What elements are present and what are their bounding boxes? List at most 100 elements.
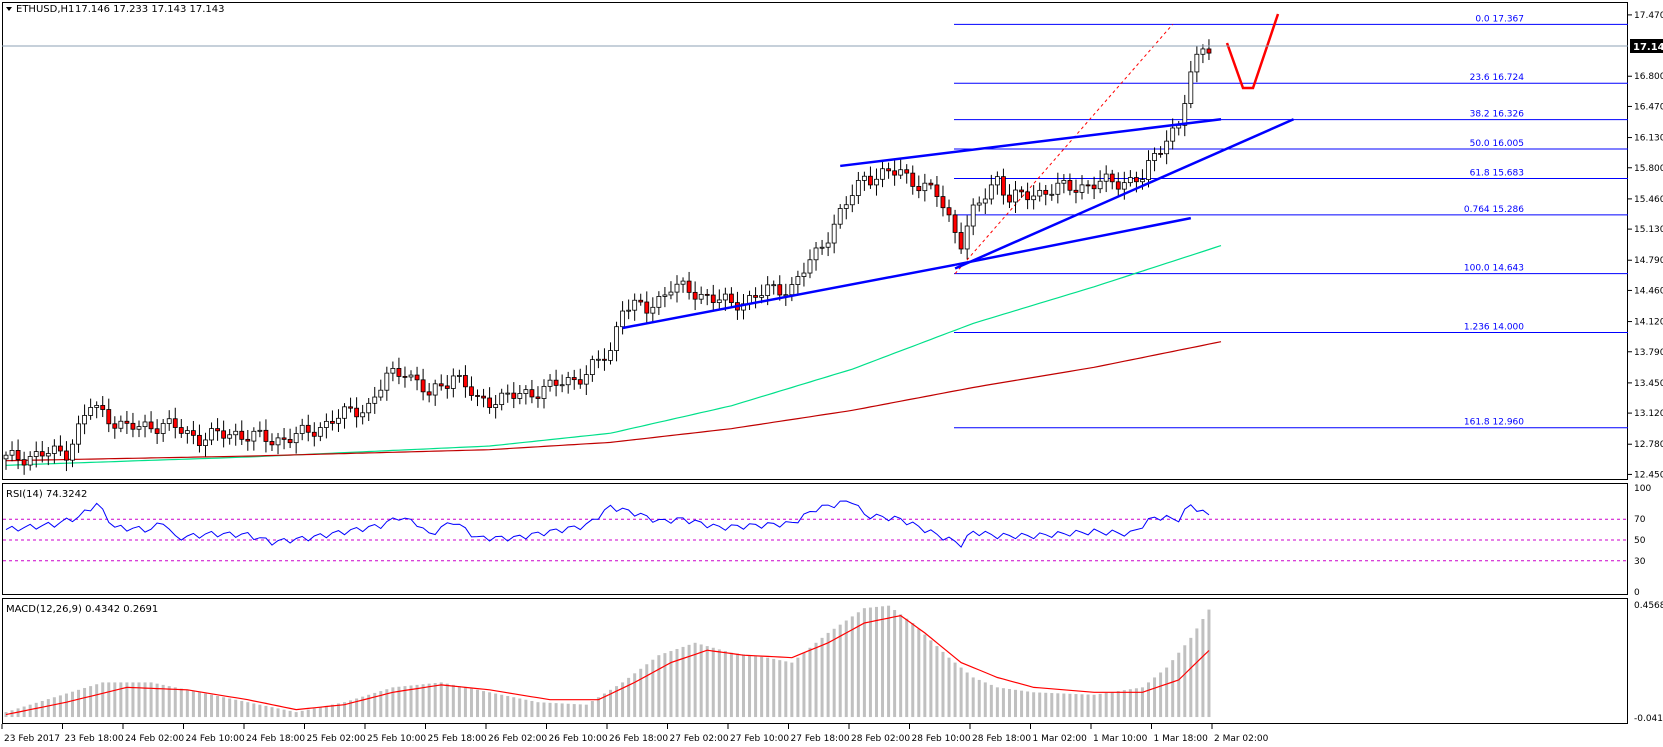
candle-body [771, 284, 777, 287]
candle-body [330, 420, 335, 424]
candle-body [251, 430, 257, 442]
candle-body [160, 423, 166, 434]
candle-body [704, 293, 710, 296]
candle-body [378, 389, 384, 398]
candle-body [178, 427, 184, 434]
candle-body [493, 404, 499, 408]
candle-body [499, 392, 505, 406]
candle-body [795, 276, 801, 285]
candle-body [505, 392, 511, 395]
candle-body [571, 377, 577, 381]
macd-hist-bar [609, 689, 612, 718]
macd-hist-bar [234, 699, 238, 718]
candle-body [511, 392, 517, 399]
candle-body [1085, 184, 1091, 187]
macd-hist-bar [1062, 693, 1066, 718]
candle-body [952, 214, 958, 233]
candlesticks [3, 39, 1212, 475]
candle-body [988, 184, 994, 200]
candle-body [892, 170, 898, 176]
macd-hist-bar [131, 682, 135, 718]
candle-body [58, 445, 63, 452]
macd-hist-bar [240, 700, 244, 718]
candle-body [408, 374, 414, 378]
candle-body [130, 422, 136, 430]
candle-body [1079, 184, 1085, 193]
macd-hist-bar [445, 683, 449, 718]
rsi-tick-label: 100 [1634, 484, 1651, 494]
candle-body [456, 375, 462, 377]
macd-hist-bar [294, 712, 298, 718]
macd-hist-bar [1177, 652, 1181, 718]
macd-hist-bar [22, 706, 26, 718]
candle-body [233, 430, 239, 436]
candle-body [789, 284, 795, 296]
rsi-panel[interactable] [2, 483, 1628, 595]
macd-hist-bar [330, 704, 334, 718]
macd-hist-bar [95, 684, 99, 718]
price-tick-label: 13.120 [1634, 409, 1663, 419]
macd-tick-label: 0.4568 [1634, 601, 1663, 611]
macd-hist-bar [185, 689, 189, 718]
macd-hist-bar [476, 689, 480, 718]
macd-hist-bar [415, 684, 419, 718]
candle-body [934, 184, 940, 197]
macd-hist-bar [778, 660, 782, 718]
candle-body [426, 391, 432, 396]
dropdown-triangle-icon[interactable] [6, 7, 12, 11]
candle-body [354, 407, 360, 418]
candle-body [541, 385, 547, 399]
macd-hist-bar [451, 684, 455, 718]
candle-body [33, 451, 39, 457]
candle-body [1206, 48, 1212, 54]
macd-hist-bar [469, 688, 473, 718]
time-tick-label: 23 Feb 18:00 [65, 734, 124, 744]
candle-body [1170, 127, 1176, 142]
macd-hist-bar [874, 606, 878, 718]
macd-hist-bar [784, 661, 788, 718]
macd-hist-bar [687, 644, 691, 718]
price-tick-label: 12.450 [1634, 470, 1663, 480]
trendline [954, 216, 1192, 267]
candle-body [874, 178, 879, 186]
macd-hist-bar [28, 704, 32, 718]
macd-hist-bar [584, 704, 588, 718]
macd-hist-bar [155, 683, 159, 718]
candle-body [311, 431, 317, 437]
candle-body [323, 420, 329, 428]
price-panel[interactable] [2, 2, 1628, 480]
macd-hist-bar [735, 653, 739, 718]
macd-hist-bar [820, 637, 824, 718]
macd-hist-bar [1110, 691, 1114, 718]
macd-hist-bar [1183, 645, 1187, 718]
macd-hist-bar [137, 682, 141, 718]
candle-body [819, 246, 825, 249]
price-tick-label: 14.460 [1634, 286, 1663, 296]
candle-body [1164, 140, 1170, 155]
macd-hist-bar [832, 628, 836, 718]
candle-body [547, 379, 553, 387]
candle-body [3, 454, 9, 460]
macd-hist-bar [615, 686, 619, 718]
candle-body [396, 368, 402, 377]
macd-hist-bar [119, 682, 123, 718]
candle-body [215, 428, 220, 432]
candle-body [916, 186, 922, 192]
macd-hist-bar [1001, 688, 1005, 718]
macd-hist-bar [1056, 693, 1060, 718]
macd-hist-bar [935, 646, 939, 718]
candle-body [614, 326, 619, 351]
candle-body [650, 306, 656, 314]
candle-body [45, 453, 51, 457]
trendlines [622, 118, 1295, 330]
trendline [622, 263, 956, 330]
candle-body [366, 402, 372, 414]
candle-body [245, 438, 251, 442]
macd-hist-bar [639, 668, 643, 718]
macd-label: MACD(12,26,9) 0.4342 0.2691 [6, 604, 158, 615]
macd-hist-bar [70, 691, 74, 718]
candle-body [444, 385, 450, 389]
macd-hist-bar [367, 694, 371, 718]
candle-body [221, 430, 227, 439]
